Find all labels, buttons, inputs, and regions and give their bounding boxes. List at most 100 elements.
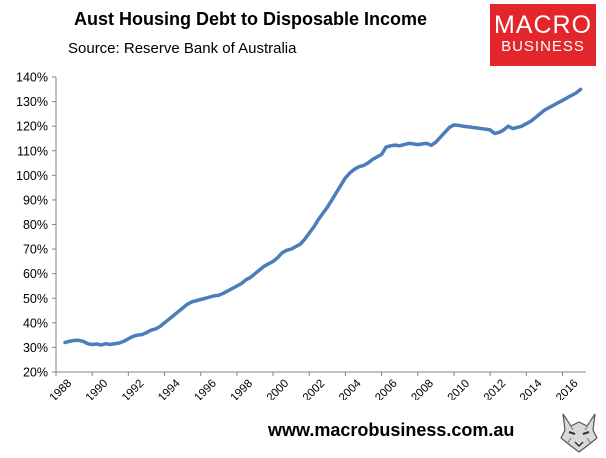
data-point	[280, 251, 284, 254]
data-point	[326, 206, 329, 209]
data-point	[95, 342, 98, 346]
data-point	[357, 165, 361, 168]
data-point	[552, 104, 555, 107]
x-tick-label: 2014	[518, 377, 545, 400]
data-point	[290, 247, 293, 251]
data-point	[407, 142, 410, 145]
data-point	[353, 168, 356, 171]
logo-line-business: BUSINESS	[501, 38, 585, 55]
data-point	[502, 128, 505, 132]
data-point	[91, 343, 94, 346]
series-layer	[63, 87, 583, 347]
data-point	[416, 143, 419, 146]
x-tick-label: 2000	[265, 378, 292, 400]
data-point	[534, 116, 537, 119]
data-point	[244, 278, 248, 281]
data-point	[276, 256, 279, 259]
y-tick-label: 120%	[16, 120, 48, 134]
data-point	[235, 284, 239, 288]
data-point	[335, 191, 338, 194]
data-point	[149, 329, 153, 332]
data-point	[113, 342, 117, 345]
data-point	[375, 155, 379, 159]
data-point	[262, 265, 266, 268]
data-point	[498, 131, 501, 134]
data-point	[208, 295, 211, 299]
data-point	[330, 198, 334, 202]
data-point	[538, 112, 542, 116]
data-point	[68, 340, 71, 343]
data-point	[249, 276, 252, 279]
data-point	[516, 126, 519, 129]
data-point	[543, 109, 546, 112]
data-point	[312, 225, 315, 229]
data-point	[158, 325, 162, 328]
logo-line-macro: MACRO	[493, 11, 593, 39]
data-point	[145, 331, 148, 334]
data-point	[556, 101, 560, 105]
y-tick-label: 30%	[23, 341, 48, 355]
data-point	[204, 297, 207, 300]
data-point	[294, 245, 297, 248]
data-point	[222, 292, 225, 295]
data-point	[507, 125, 510, 128]
data-point	[366, 161, 370, 165]
x-tick-label: 1988	[48, 378, 75, 400]
data-point	[122, 340, 126, 343]
data-point	[565, 96, 569, 100]
data-point	[127, 337, 130, 340]
data-point	[72, 339, 76, 342]
data-point	[394, 143, 397, 147]
data-point	[421, 142, 424, 146]
y-tick-label: 60%	[23, 267, 48, 281]
series-line	[63, 87, 583, 347]
data-point	[339, 184, 343, 187]
y-tick-label: 80%	[23, 218, 48, 232]
data-point	[348, 171, 352, 175]
data-point	[452, 123, 456, 127]
data-point	[267, 262, 270, 265]
data-point	[561, 99, 564, 102]
data-point	[271, 260, 275, 263]
wolf-icon	[557, 410, 601, 454]
data-point	[217, 294, 220, 297]
data-point	[136, 333, 139, 337]
x-tick-label: 2002	[301, 378, 328, 400]
x-tick-label: 1992	[120, 378, 147, 400]
data-point	[185, 303, 189, 306]
data-point	[131, 335, 135, 338]
x-tick-label: 1994	[156, 377, 183, 400]
y-tick-label: 140%	[16, 71, 48, 85]
data-point	[525, 122, 528, 125]
data-point	[362, 164, 365, 167]
data-point	[285, 249, 288, 252]
data-point	[434, 140, 438, 144]
y-tick-label: 90%	[23, 193, 48, 207]
data-point	[439, 136, 442, 139]
x-tick-label: 1996	[192, 378, 219, 400]
data-point	[344, 176, 347, 179]
data-point	[412, 142, 415, 146]
data-point	[398, 144, 401, 147]
data-point	[443, 131, 447, 134]
data-point	[371, 158, 374, 161]
data-point	[213, 294, 216, 297]
data-point	[240, 282, 243, 285]
y-tick-label: 50%	[23, 292, 48, 306]
website-url: www.macrobusiness.com.au	[268, 420, 515, 440]
data-point	[258, 268, 261, 272]
x-tick-label: 1990	[84, 378, 111, 400]
data-point	[511, 127, 514, 130]
x-tick-label: 2010	[446, 378, 473, 400]
data-point	[63, 341, 67, 344]
data-point	[574, 91, 578, 95]
data-point	[430, 144, 433, 147]
data-point	[140, 333, 144, 336]
chart-subtitle: Source: Reserve Bank of Australia	[68, 40, 297, 57]
data-point	[195, 299, 198, 302]
data-point	[299, 243, 302, 246]
data-point	[118, 341, 121, 345]
data-point	[479, 127, 483, 130]
data-point	[226, 289, 229, 293]
chart-title: Aust Housing Debt to Disposable Income	[74, 9, 428, 29]
